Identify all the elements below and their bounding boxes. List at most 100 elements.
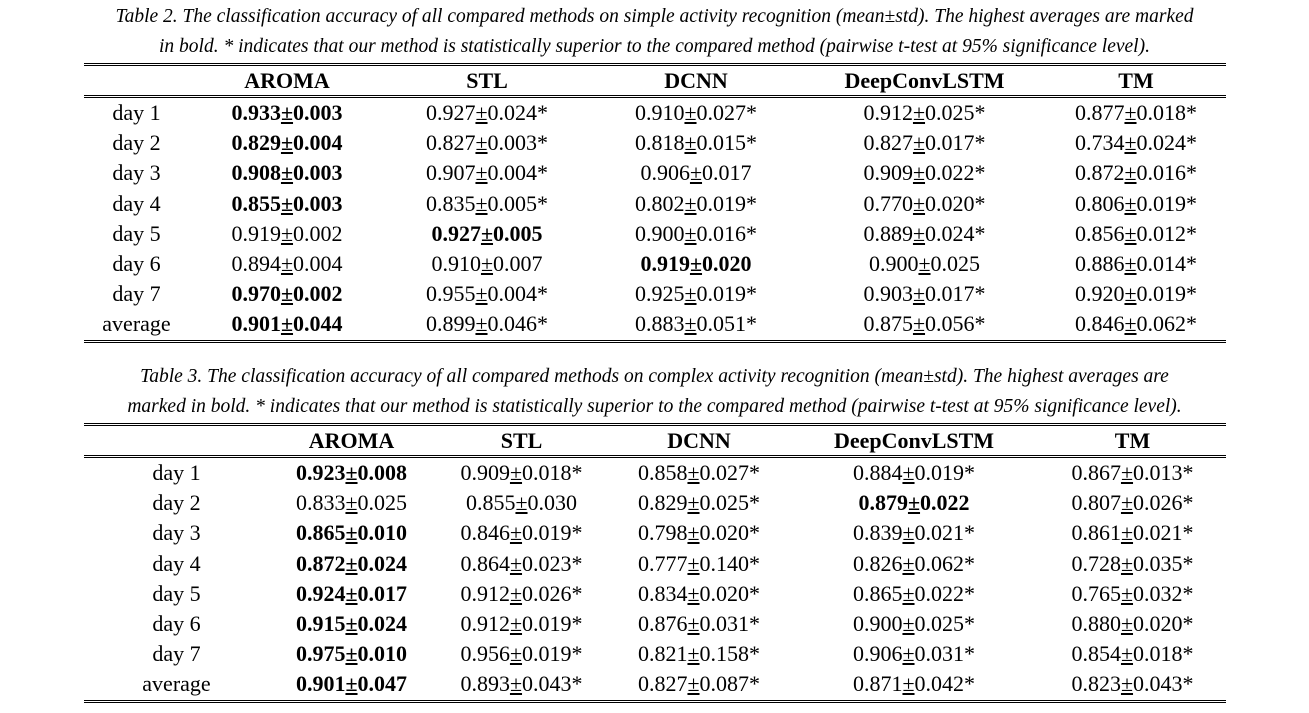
significance-marker: *	[974, 100, 986, 126]
plus-minus-sign: ±	[1124, 220, 1137, 246]
std-value: 0.002	[293, 281, 343, 307]
mean-value: 0.875	[863, 311, 913, 337]
mean-value: 0.865	[295, 520, 346, 546]
mean-value: 0.893	[460, 671, 510, 697]
significance-marker: *	[571, 460, 583, 486]
table3: AROMA STL DCNN DeepConvLSTM TM day 1 0.923±0.…	[84, 423, 1226, 703]
plus-minus-sign: ±	[515, 490, 528, 516]
mean-value: 0.880	[1071, 611, 1121, 637]
plus-minus-sign: ±	[902, 520, 915, 546]
std-value: 0.019	[522, 520, 572, 546]
significance-marker: *	[974, 130, 986, 156]
accuracy-cell: 0.925±0.019*	[589, 279, 803, 309]
std-value: 0.047	[357, 671, 408, 697]
mean-value: 0.912	[863, 100, 913, 126]
mean-value: 0.910	[431, 251, 481, 277]
std-value: 0.023	[522, 550, 572, 576]
std-value: 0.018	[522, 460, 572, 486]
accuracy-cell: 0.900±0.025	[803, 249, 1046, 279]
plus-minus-sign: ±	[912, 100, 926, 126]
significance-marker: *	[749, 671, 761, 697]
std-value: 0.025	[914, 611, 965, 637]
significance-marker: *	[749, 641, 761, 667]
mean-value: 0.901	[295, 671, 346, 697]
std-value: 0.018	[1133, 641, 1183, 667]
std-value: 0.022	[920, 490, 970, 516]
accuracy-cell: 0.871±0.042*	[789, 669, 1039, 703]
mean-value: 0.823	[1071, 671, 1121, 697]
significance-marker: *	[964, 611, 976, 637]
plus-minus-sign: ±	[345, 460, 358, 486]
std-value: 0.024	[925, 220, 975, 246]
mean-value: 0.883	[634, 311, 685, 337]
std-value: 0.025	[699, 490, 750, 516]
table2-caption: Table 2. The classification accuracy of …	[0, 2, 1309, 62]
mean-value: 0.871	[852, 671, 903, 697]
plus-minus-sign: ±	[475, 281, 488, 307]
mean-value: 0.886	[1074, 251, 1125, 277]
table-row: day 3 0.865±0.010 0.846±0.019* 0.798±0.020*…	[84, 518, 1226, 548]
accuracy-cell: 0.858±0.027*	[609, 457, 789, 489]
plus-minus-sign: ±	[509, 550, 523, 576]
table3-header-row: AROMA STL DCNN DeepConvLSTM TM	[84, 423, 1226, 458]
mean-value: 0.856	[1074, 220, 1125, 246]
row-label: day 1	[112, 100, 161, 126]
accuracy-cell: 0.886±0.014*	[1046, 249, 1226, 279]
mean-value: 0.835	[425, 190, 476, 216]
row-label: day 2	[112, 130, 161, 156]
plus-minus-sign: ±	[902, 460, 915, 486]
mean-value: 0.910	[634, 100, 685, 126]
mean-value: 0.855	[465, 490, 516, 516]
column-header: DCNN	[609, 423, 789, 458]
std-value: 0.022	[914, 580, 965, 606]
accuracy-cell: 0.833±0.025	[269, 488, 434, 518]
plus-minus-sign: ±	[1124, 281, 1137, 307]
accuracy-cell: 0.970±0.002	[189, 279, 385, 309]
row-label: day 4	[112, 190, 161, 216]
accuracy-cell: 0.889±0.024*	[803, 219, 1046, 249]
plus-minus-sign: ±	[345, 550, 358, 576]
plus-minus-sign: ±	[1124, 160, 1137, 186]
significance-marker: *	[1186, 281, 1198, 307]
std-value: 0.024	[357, 550, 408, 576]
mean-value: 0.919	[640, 251, 690, 277]
std-value: 0.025	[930, 251, 981, 277]
accuracy-cell: 0.884±0.019*	[789, 457, 1039, 489]
mean-value: 0.833	[295, 490, 346, 516]
accuracy-cell: 0.975±0.010	[269, 639, 434, 669]
accuracy-cell: 0.955±0.004*	[385, 279, 589, 309]
significance-marker: *	[974, 220, 986, 246]
corner-header	[84, 63, 189, 98]
std-value: 0.019	[1136, 190, 1187, 216]
std-value: 0.022	[925, 160, 975, 186]
plus-minus-sign: ±	[1120, 611, 1134, 637]
plus-minus-sign: ±	[345, 641, 358, 667]
mean-value: 0.777	[637, 550, 688, 576]
mean-value: 0.770	[863, 190, 913, 216]
mean-value: 0.829	[637, 490, 688, 516]
plus-minus-sign: ±	[509, 611, 523, 637]
mean-value: 0.834	[637, 580, 688, 606]
std-value: 0.013	[1133, 460, 1183, 486]
mean-value: 0.894	[231, 251, 281, 277]
significance-marker: *	[1186, 251, 1198, 277]
accuracy-cell: 0.846±0.019*	[434, 518, 609, 548]
plus-minus-sign: ±	[480, 251, 494, 277]
accuracy-cell: 0.906±0.017	[589, 158, 803, 188]
table2: AROMA STL DCNN DeepConvLSTM TM day 1 0.933±0.…	[84, 63, 1226, 343]
significance-marker: *	[746, 311, 758, 337]
significance-marker: *	[537, 100, 549, 126]
accuracy-cell: 0.827±0.003*	[385, 128, 589, 158]
plus-minus-sign: ±	[509, 520, 523, 546]
std-value: 0.062	[914, 550, 965, 576]
std-value: 0.021	[1133, 520, 1183, 546]
table3-caption: Table 3. The classification accuracy of …	[0, 362, 1309, 422]
std-value: 0.021	[914, 520, 965, 546]
significance-marker: *	[749, 580, 761, 606]
std-value: 0.140	[699, 550, 750, 576]
significance-marker: *	[964, 671, 976, 697]
mean-value: 0.879	[858, 490, 908, 516]
mean-value: 0.806	[1074, 190, 1125, 216]
std-value: 0.031	[699, 611, 750, 637]
table-row: average 0.901±0.044 0.899±0.046* 0.883±0.05…	[84, 309, 1226, 343]
